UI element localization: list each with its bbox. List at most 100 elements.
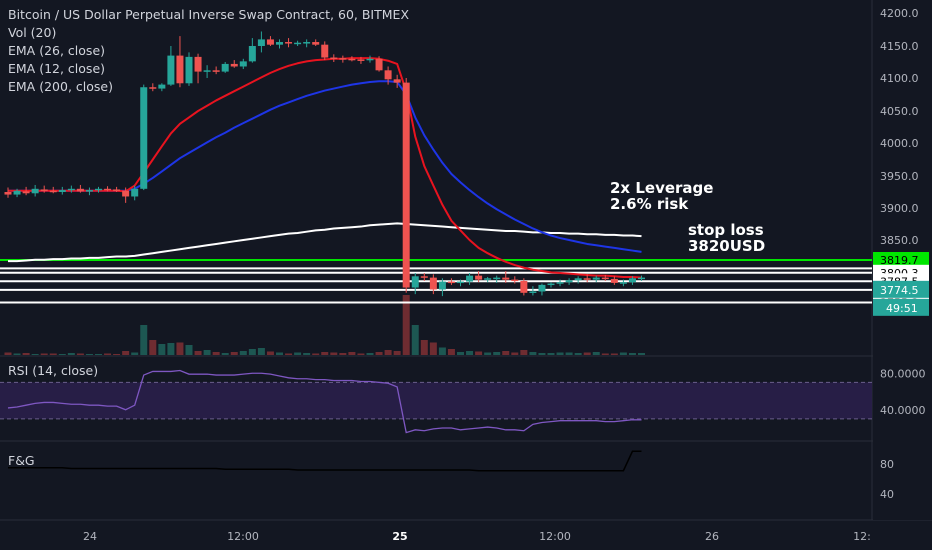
legend-ema200[interactable]: EMA (200, close) [8, 79, 113, 94]
volume-bar [104, 353, 112, 355]
candle-body [565, 280, 573, 283]
candle-body [239, 61, 247, 67]
rsi-band [0, 382, 872, 419]
volume-bar [484, 352, 492, 355]
countdown-label: 49:51 [886, 302, 918, 315]
time-tick-label: 12:00 [539, 530, 571, 543]
candle-body [447, 281, 455, 284]
volume-bar [4, 352, 12, 355]
candle-body [31, 188, 39, 194]
volume-bar [601, 353, 609, 355]
volume-bar [257, 348, 265, 355]
last-price-badge [873, 280, 929, 298]
volume-bar [447, 349, 455, 355]
volume-bar [167, 343, 175, 355]
volume-bar [610, 353, 618, 355]
candle-body [556, 282, 564, 284]
candle-body [122, 190, 130, 197]
price-tick-label: 3950.0 [880, 170, 919, 183]
candle-body [140, 87, 148, 189]
rsi-line [7, 369, 642, 434]
candle-body [520, 280, 528, 293]
candle-body [95, 188, 102, 191]
stoploss-line2: 3820USD [688, 237, 766, 255]
candle-body [58, 190, 66, 192]
candle-body [266, 39, 274, 45]
stoploss-line1: stop loss [688, 221, 764, 239]
volume-bar [538, 353, 546, 355]
ema26-line [8, 80, 642, 253]
legend-ema26[interactable]: EMA (26, close) [8, 43, 106, 58]
candle-body [294, 42, 302, 45]
volume-bar [592, 352, 600, 355]
volume-bar [638, 353, 645, 355]
volume-bar [239, 351, 247, 355]
volume-bar [357, 353, 365, 355]
candle-body [339, 58, 347, 60]
volume-bar [312, 353, 320, 355]
volume-bar [176, 342, 184, 355]
candle-body [411, 276, 419, 288]
volume-bar [122, 351, 130, 355]
volume-bar [457, 352, 464, 355]
candle-body [276, 42, 283, 45]
rsi-tick-label: 80.0000 [880, 367, 926, 380]
price-tick-label: 3850.0 [880, 234, 919, 247]
time-tick-label: 25 [392, 530, 407, 543]
level-label-bg [873, 251, 929, 268]
fg-tick-label: 80 [880, 458, 894, 471]
time-tick-label: 12:00 [227, 530, 259, 543]
volume-bar [375, 352, 383, 355]
time-tick-label: 24 [83, 530, 97, 543]
candle-body [13, 190, 21, 195]
volume-bar [565, 352, 573, 355]
candle-body [312, 42, 320, 45]
candle-body [85, 190, 93, 192]
volume-bar [438, 347, 446, 355]
candle-body [511, 279, 519, 282]
legend-ema12[interactable]: EMA (12, close) [8, 61, 106, 76]
candle-body [104, 188, 112, 191]
candle-body [402, 82, 410, 288]
leverage-annotation: 2x Leverage 2.6% risk [610, 180, 713, 212]
volume-bar [547, 353, 555, 355]
volume-bar [384, 350, 392, 355]
fg-label[interactable]: F&G [8, 453, 35, 468]
candle-body [221, 63, 229, 72]
rsi-tick-label: 40.0000 [880, 404, 926, 417]
candle-body [457, 281, 464, 284]
fg-line [8, 450, 642, 472]
price-tick-label: 3900.0 [880, 202, 919, 215]
volume-bar [520, 350, 528, 355]
ema200-line [8, 222, 642, 263]
volume-bar [321, 352, 329, 355]
rsi-label[interactable]: RSI (14, close) [8, 363, 99, 378]
candle-body [438, 281, 446, 290]
candle-body [574, 278, 582, 281]
candle-body [230, 63, 238, 67]
volume-bar [583, 352, 591, 355]
candle-body [502, 277, 510, 280]
candle-body [49, 190, 57, 193]
candle-body [131, 188, 139, 197]
volume-bar [230, 352, 238, 355]
volume-bar [276, 352, 283, 355]
candlestick-series [4, 31, 645, 297]
candle-body [619, 282, 627, 284]
leverage-line2: 2.6% risk [610, 195, 689, 213]
candle-body [348, 58, 356, 61]
candle-body [420, 276, 428, 278]
countdown-badge [873, 298, 929, 316]
candle-body [248, 46, 256, 62]
candle-body [610, 278, 618, 283]
volume-bar [348, 352, 356, 355]
candle-body [547, 283, 555, 286]
volume-bar [266, 351, 274, 355]
volume-bar [402, 295, 410, 355]
candle-body [185, 56, 193, 84]
price-tick-label: 4150.0 [880, 40, 919, 53]
legend-vol[interactable]: Vol (20) [8, 25, 57, 40]
volume-bar [475, 351, 483, 355]
